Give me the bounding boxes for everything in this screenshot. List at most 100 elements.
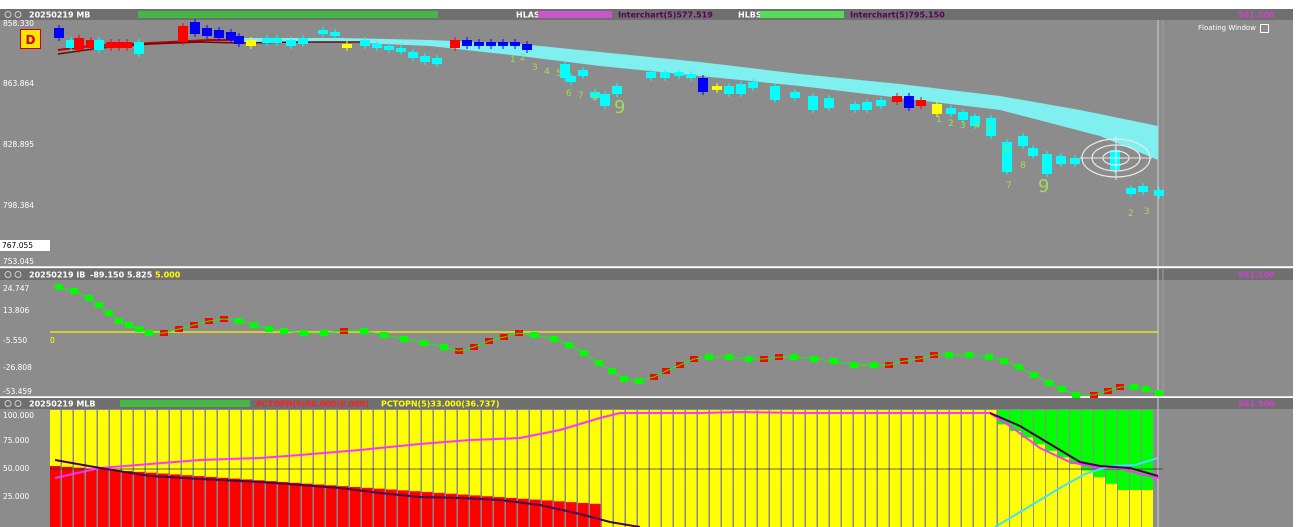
percent-bar <box>446 493 457 527</box>
percent-bar <box>698 410 709 527</box>
target-marker-icon <box>1080 136 1152 180</box>
percent-bar <box>962 410 973 527</box>
candle <box>850 104 860 110</box>
candle <box>106 42 116 48</box>
percent-bar <box>494 410 505 527</box>
candle <box>970 116 980 126</box>
bottom-title-bar <box>0 398 1297 409</box>
candle <box>408 52 418 58</box>
percent-bar <box>1010 410 1021 527</box>
percent-bar <box>170 410 181 527</box>
percent-bar <box>1094 410 1105 478</box>
bottom-panel-controls[interactable] <box>4 400 22 407</box>
percent-bar <box>530 410 541 527</box>
percent-bar <box>1082 410 1093 471</box>
percent-bar <box>230 478 241 527</box>
percent-bar <box>1058 410 1069 527</box>
percent-bar <box>494 497 505 527</box>
percent-bar <box>890 410 901 527</box>
candle <box>134 42 144 54</box>
bottom-panel-title: 20250219 MLB <box>29 400 95 409</box>
percent-bar <box>458 494 469 527</box>
main-axis-tick: 828.895 <box>3 140 34 149</box>
middle-zero-label: 0 <box>50 336 55 345</box>
candle <box>674 72 684 76</box>
percent-bar <box>1142 410 1153 490</box>
candle <box>114 42 124 48</box>
percent-bar <box>554 410 565 527</box>
percent-bar <box>110 470 121 527</box>
candle <box>932 104 942 114</box>
middle-axis-tick: -53.459 <box>3 387 32 396</box>
percent-bar <box>974 410 985 527</box>
main-panel-title: 20250219 MB <box>29 11 90 20</box>
candle <box>234 36 244 44</box>
candle <box>736 84 746 94</box>
percent-bar <box>194 476 205 527</box>
percent-bar <box>338 486 349 527</box>
percent-bar <box>338 410 349 527</box>
middle-panel-controls[interactable] <box>4 271 22 278</box>
percent-bars <box>50 410 1153 527</box>
middle-value-1: -89.150 <box>90 271 125 280</box>
main-panel-controls[interactable] <box>4 11 22 18</box>
percent-bar <box>278 481 289 527</box>
count-label: 7 <box>1006 181 1012 191</box>
dark-line <box>54 459 641 527</box>
percent-bar <box>242 479 253 527</box>
percent-bar <box>866 410 877 527</box>
percent-bar <box>1058 410 1069 458</box>
percent-bar <box>182 410 193 527</box>
candle <box>770 86 780 100</box>
percent-bar <box>470 410 481 527</box>
percent-bar <box>374 410 385 527</box>
timeframe-badge[interactable]: D <box>20 29 41 49</box>
ichimoku-cloud <box>240 38 1158 160</box>
candle <box>510 42 520 46</box>
candle <box>246 40 256 46</box>
candle <box>916 100 926 106</box>
percent-bar <box>158 410 169 527</box>
magenta-line <box>54 410 1161 479</box>
candle <box>74 38 84 50</box>
percent-bar <box>1106 410 1117 484</box>
percent-bar <box>410 491 421 527</box>
main-title-bar <box>0 9 1297 20</box>
nine-count-label: 9 <box>1038 176 1049 197</box>
candle <box>272 38 282 43</box>
percent-bar <box>794 410 805 527</box>
floating-window-toggle[interactable]: Floating Window <box>1198 22 1269 34</box>
bottom-right-tag: S61.500 <box>1238 400 1275 409</box>
percent-bar <box>950 410 961 527</box>
percent-bar <box>1010 410 1021 431</box>
percent-bar <box>62 466 73 527</box>
floating-window-checkbox[interactable] <box>1259 23 1269 33</box>
percent-bar <box>146 472 157 527</box>
middle-panel-title: 20250219 IB <box>29 271 85 280</box>
candle <box>1042 154 1052 174</box>
count-label: 5 <box>986 123 992 133</box>
bottom-legend-yellow: PCTOPN(5)33.000(36.737) <box>381 400 499 409</box>
candle <box>1028 148 1038 156</box>
candle <box>360 40 370 46</box>
percent-bar <box>1130 410 1141 490</box>
percent-bar <box>302 410 313 527</box>
count-label: 4 <box>544 67 550 77</box>
candle <box>1138 186 1148 192</box>
percent-bar <box>710 410 721 527</box>
percent-bar <box>590 410 601 527</box>
percent-bar <box>458 410 469 527</box>
candle <box>646 72 656 78</box>
candle <box>420 56 430 62</box>
percent-bar <box>782 410 793 527</box>
candle <box>474 42 484 46</box>
count-label: 7 <box>578 91 584 101</box>
candle <box>590 92 600 98</box>
percent-bar <box>434 410 445 527</box>
middle-value-3: 5.000 <box>155 271 181 280</box>
percent-bar <box>266 481 277 527</box>
candle <box>384 46 394 50</box>
percent-bar <box>410 410 421 527</box>
